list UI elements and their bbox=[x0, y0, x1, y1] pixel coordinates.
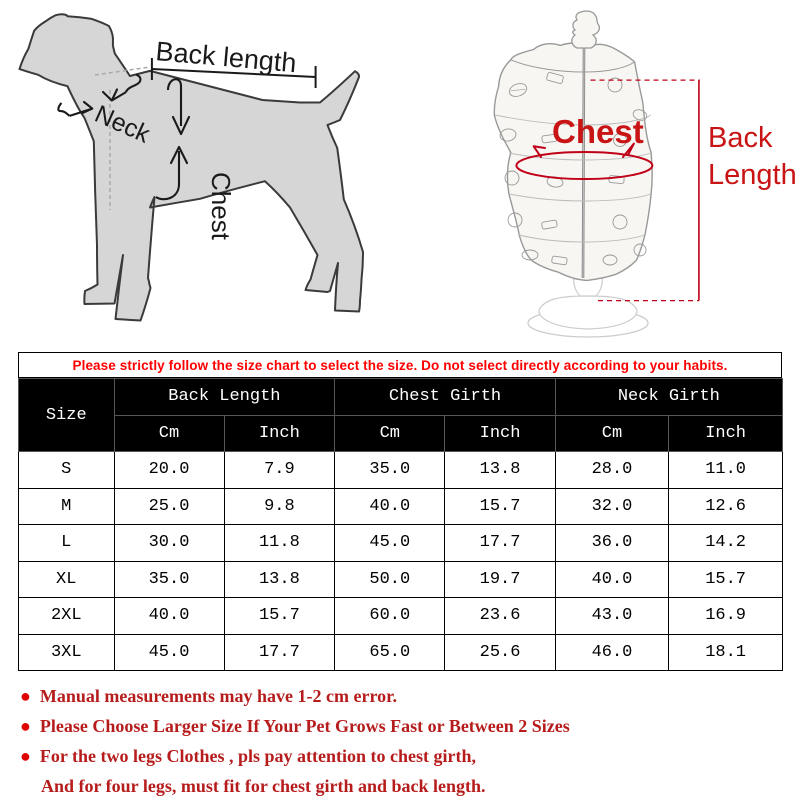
svg-text:Length: Length bbox=[708, 159, 797, 191]
svg-text:Back: Back bbox=[708, 122, 773, 154]
svg-text:Chest: Chest bbox=[552, 113, 644, 150]
